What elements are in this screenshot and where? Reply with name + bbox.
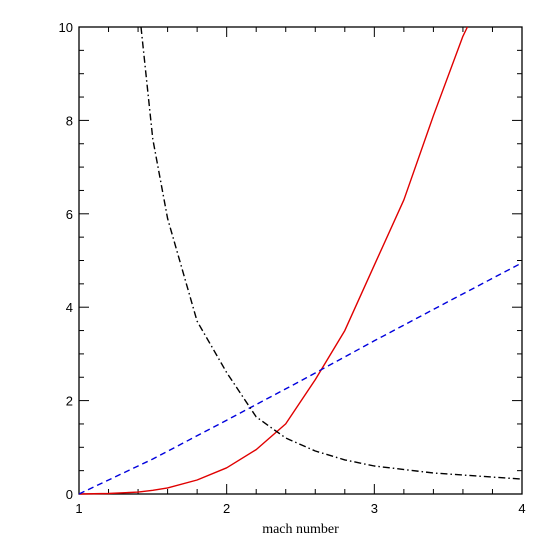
y-tick-label: 2 [66, 394, 73, 409]
x-tick-label: 1 [75, 501, 82, 516]
y-axis-ticks: 0 2 4 6 8 10 [59, 20, 522, 502]
y-tick-label: 10 [59, 20, 73, 35]
x-tick-label: 2 [223, 501, 230, 516]
x-tick-label: 3 [371, 501, 378, 516]
plot-frame [78, 26, 523, 495]
black-dashdot-series-line [140, 26, 523, 480]
plot-border [78, 26, 523, 495]
x-tick-label: 4 [518, 501, 525, 516]
blue-dashed-series-line [78, 262, 523, 495]
y-tick-label: 0 [66, 487, 73, 502]
y-tick-label: 8 [66, 113, 73, 128]
y-tick-label: 6 [66, 207, 73, 222]
x-axis-ticks: 1 2 3 4 [75, 27, 526, 516]
red-solid-series-line [78, 26, 469, 495]
series-lines [78, 26, 523, 495]
y-tick-label: 4 [66, 300, 73, 315]
x-axis-title: mach number [262, 522, 339, 537]
